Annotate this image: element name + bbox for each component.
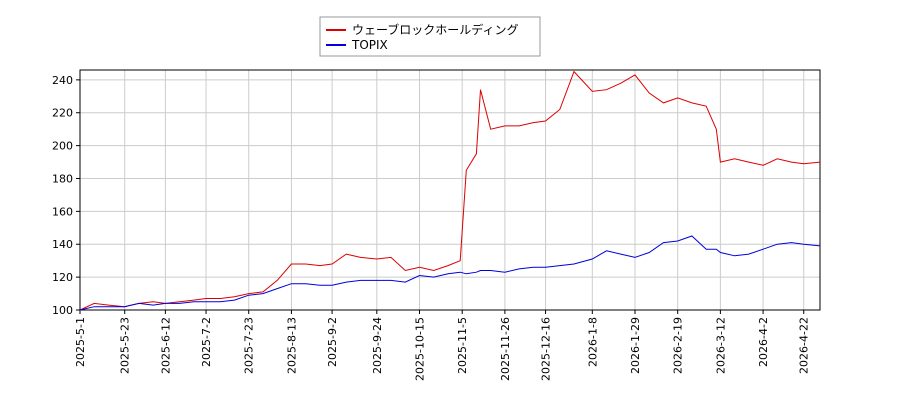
y-tick-label: 120 [52, 271, 73, 284]
legend-box [319, 16, 541, 57]
y-tick-label: 140 [52, 238, 73, 251]
y-tick-label: 180 [52, 172, 73, 185]
x-tick-label: 2026-2-19 [672, 317, 685, 374]
series-line [79, 70, 821, 311]
x-tick-label: 2026-1-29 [629, 317, 642, 374]
x-tick-label: 2025-7-23 [243, 317, 256, 374]
series-line [79, 235, 821, 311]
y-tick-label: 200 [52, 140, 73, 153]
x-tick-label: 2026-3-12 [714, 317, 727, 374]
x-tick-label: 2025-9-24 [371, 317, 384, 374]
x-tick-label: 2026-4-22 [798, 317, 811, 374]
x-tick-label: 2025-5-23 [119, 317, 132, 374]
x-tick-label: 2025-12-16 [540, 317, 553, 381]
legend-label: ウェーブロックホールディング [352, 22, 518, 37]
x-tick-label: 2025-11-5 [456, 317, 469, 374]
legend-label: TOPIX [351, 38, 388, 52]
x-tick-label: 2025-5-1 [74, 317, 87, 367]
x-tick-label: 2025-9-2 [326, 317, 339, 367]
y-tick-label: 240 [52, 74, 73, 87]
x-tick-label: 2025-7-2 [200, 317, 213, 367]
y-tick-label: 100 [52, 304, 73, 317]
x-tick-label: 2025-11-26 [499, 317, 512, 381]
x-tick-label: 2025-10-15 [414, 317, 427, 381]
x-tick-label: 2025-8-13 [285, 317, 298, 374]
y-tick-label: 220 [52, 107, 73, 120]
x-tick-label: 2025-6-12 [159, 317, 172, 374]
y-tick-label: 160 [52, 205, 73, 218]
x-tick-label: 2026-4-2 [757, 317, 770, 367]
x-tick-label: 2026-1-8 [586, 317, 599, 367]
plot-frame [79, 69, 821, 311]
